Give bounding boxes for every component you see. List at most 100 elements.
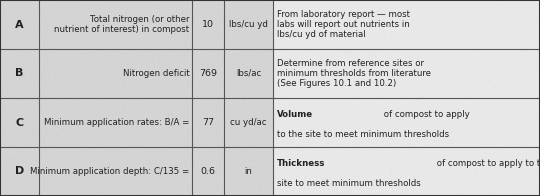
Point: [319, 67, 328, 70]
Point: [217, 53, 226, 56]
Point: [463, 79, 472, 82]
Point: [342, 1, 350, 4]
Point: [91, 85, 100, 88]
Point: [466, 36, 475, 39]
Point: [107, 187, 116, 190]
Text: of compost to apply to the: of compost to apply to the: [434, 159, 540, 168]
Point: [460, 72, 469, 75]
Point: [428, 1, 436, 4]
Point: [35, 108, 43, 111]
Point: [163, 44, 172, 48]
Point: [141, 16, 150, 19]
Point: [291, 10, 299, 14]
Point: [228, 193, 237, 196]
Point: [53, 0, 62, 2]
Point: [275, 130, 284, 133]
Point: [367, 169, 376, 172]
Point: [163, 0, 171, 2]
Point: [199, 78, 207, 81]
Point: [526, 108, 535, 111]
Point: [436, 5, 444, 8]
Point: [257, 35, 266, 38]
Point: [273, 64, 282, 67]
Point: [409, 67, 418, 70]
Point: [105, 0, 113, 3]
Point: [362, 81, 370, 84]
Point: [69, 67, 77, 71]
Point: [286, 153, 294, 157]
Point: [277, 26, 286, 29]
Point: [323, 142, 332, 145]
Point: [182, 41, 191, 44]
Point: [519, 78, 528, 81]
Point: [94, 129, 103, 132]
Point: [326, 93, 335, 96]
Point: [512, 97, 521, 100]
Point: [440, 103, 449, 106]
Point: [303, 141, 312, 144]
Point: [435, 140, 443, 143]
Point: [291, 109, 299, 112]
Point: [398, 116, 407, 119]
Point: [320, 150, 328, 153]
Point: [252, 125, 260, 128]
Point: [451, 8, 460, 12]
Point: [2, 81, 11, 84]
Point: [198, 153, 206, 156]
Point: [409, 3, 418, 6]
Point: [469, 152, 477, 156]
Point: [365, 181, 374, 184]
Point: [302, 152, 310, 156]
Point: [353, 179, 361, 182]
Point: [66, 110, 75, 113]
Point: [350, 162, 359, 166]
Point: [9, 55, 18, 59]
Point: [69, 183, 78, 186]
Point: [428, 117, 437, 120]
Point: [406, 118, 415, 121]
Point: [292, 174, 300, 177]
Point: [141, 147, 150, 150]
Point: [519, 154, 528, 157]
Point: [218, 140, 227, 143]
Point: [459, 12, 468, 15]
Point: [88, 43, 97, 46]
Point: [144, 53, 153, 56]
Point: [17, 26, 25, 29]
Point: [208, 127, 217, 130]
Point: [289, 51, 298, 54]
Point: [164, 146, 172, 149]
Point: [186, 79, 195, 82]
Point: [438, 148, 447, 151]
Point: [166, 112, 175, 115]
Point: [533, 49, 540, 52]
Point: [369, 194, 378, 196]
Point: [380, 32, 388, 35]
Point: [443, 178, 452, 181]
Point: [333, 7, 341, 10]
Point: [297, 135, 306, 138]
Point: [164, 64, 173, 68]
Point: [356, 144, 365, 147]
Point: [500, 110, 509, 113]
Point: [453, 15, 462, 19]
Point: [376, 134, 384, 138]
Point: [364, 52, 373, 55]
Point: [414, 50, 422, 53]
Point: [371, 80, 380, 83]
Point: [325, 64, 333, 67]
Point: [514, 192, 523, 196]
Point: [470, 34, 478, 37]
Point: [104, 9, 112, 13]
Point: [479, 48, 488, 51]
Point: [222, 193, 231, 196]
Point: [427, 29, 435, 32]
Point: [335, 14, 343, 17]
Point: [298, 145, 306, 148]
Point: [489, 89, 497, 93]
Point: [11, 184, 19, 187]
Point: [110, 84, 119, 87]
Point: [382, 139, 390, 142]
Point: [38, 66, 46, 69]
Point: [154, 166, 163, 169]
